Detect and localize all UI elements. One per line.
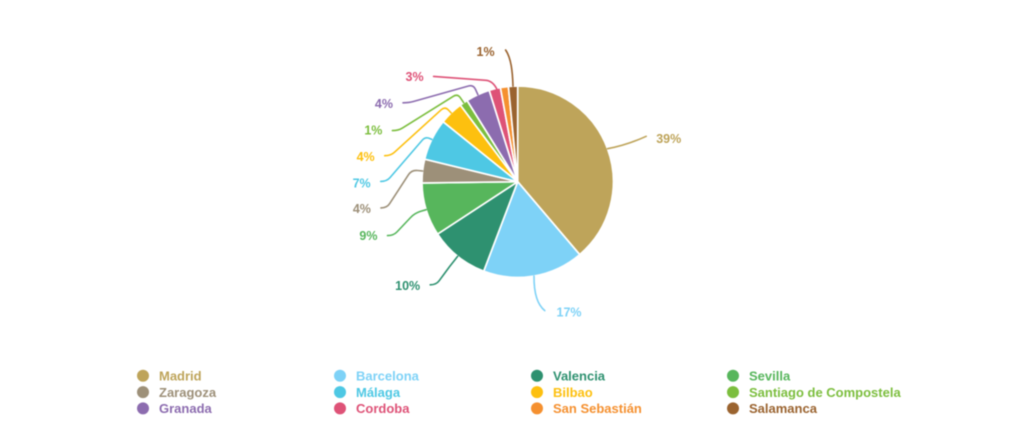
svg-text:Málaga: Málaga — [356, 385, 401, 400]
svg-text:4%: 4% — [357, 150, 375, 164]
svg-text:4%: 4% — [375, 97, 393, 111]
svg-text:10%: 10% — [395, 279, 420, 293]
svg-text:Cordoba: Cordoba — [356, 401, 410, 416]
svg-text:7%: 7% — [353, 177, 371, 191]
svg-text:Sevilla: Sevilla — [749, 369, 791, 384]
svg-text:9%: 9% — [359, 229, 377, 243]
svg-text:1%: 1% — [364, 124, 382, 138]
svg-text:Barcelona: Barcelona — [356, 369, 420, 384]
svg-text:4%: 4% — [353, 202, 371, 216]
svg-text:San Sebastián: San Sebastián — [553, 401, 642, 416]
svg-text:1%: 1% — [477, 45, 495, 59]
svg-text:Valencia: Valencia — [553, 369, 606, 384]
svg-text:Zaragoza: Zaragoza — [159, 385, 217, 400]
svg-text:Bilbao: Bilbao — [553, 385, 593, 400]
svg-text:Madrid: Madrid — [159, 369, 202, 384]
svg-text:Granada: Granada — [159, 401, 213, 416]
svg-text:17%: 17% — [557, 306, 582, 320]
svg-text:3%: 3% — [406, 70, 424, 84]
svg-text:39%: 39% — [656, 132, 681, 146]
svg-text:Salamanca: Salamanca — [749, 401, 818, 416]
svg-text:Santiago de Compostela: Santiago de Compostela — [749, 385, 901, 400]
